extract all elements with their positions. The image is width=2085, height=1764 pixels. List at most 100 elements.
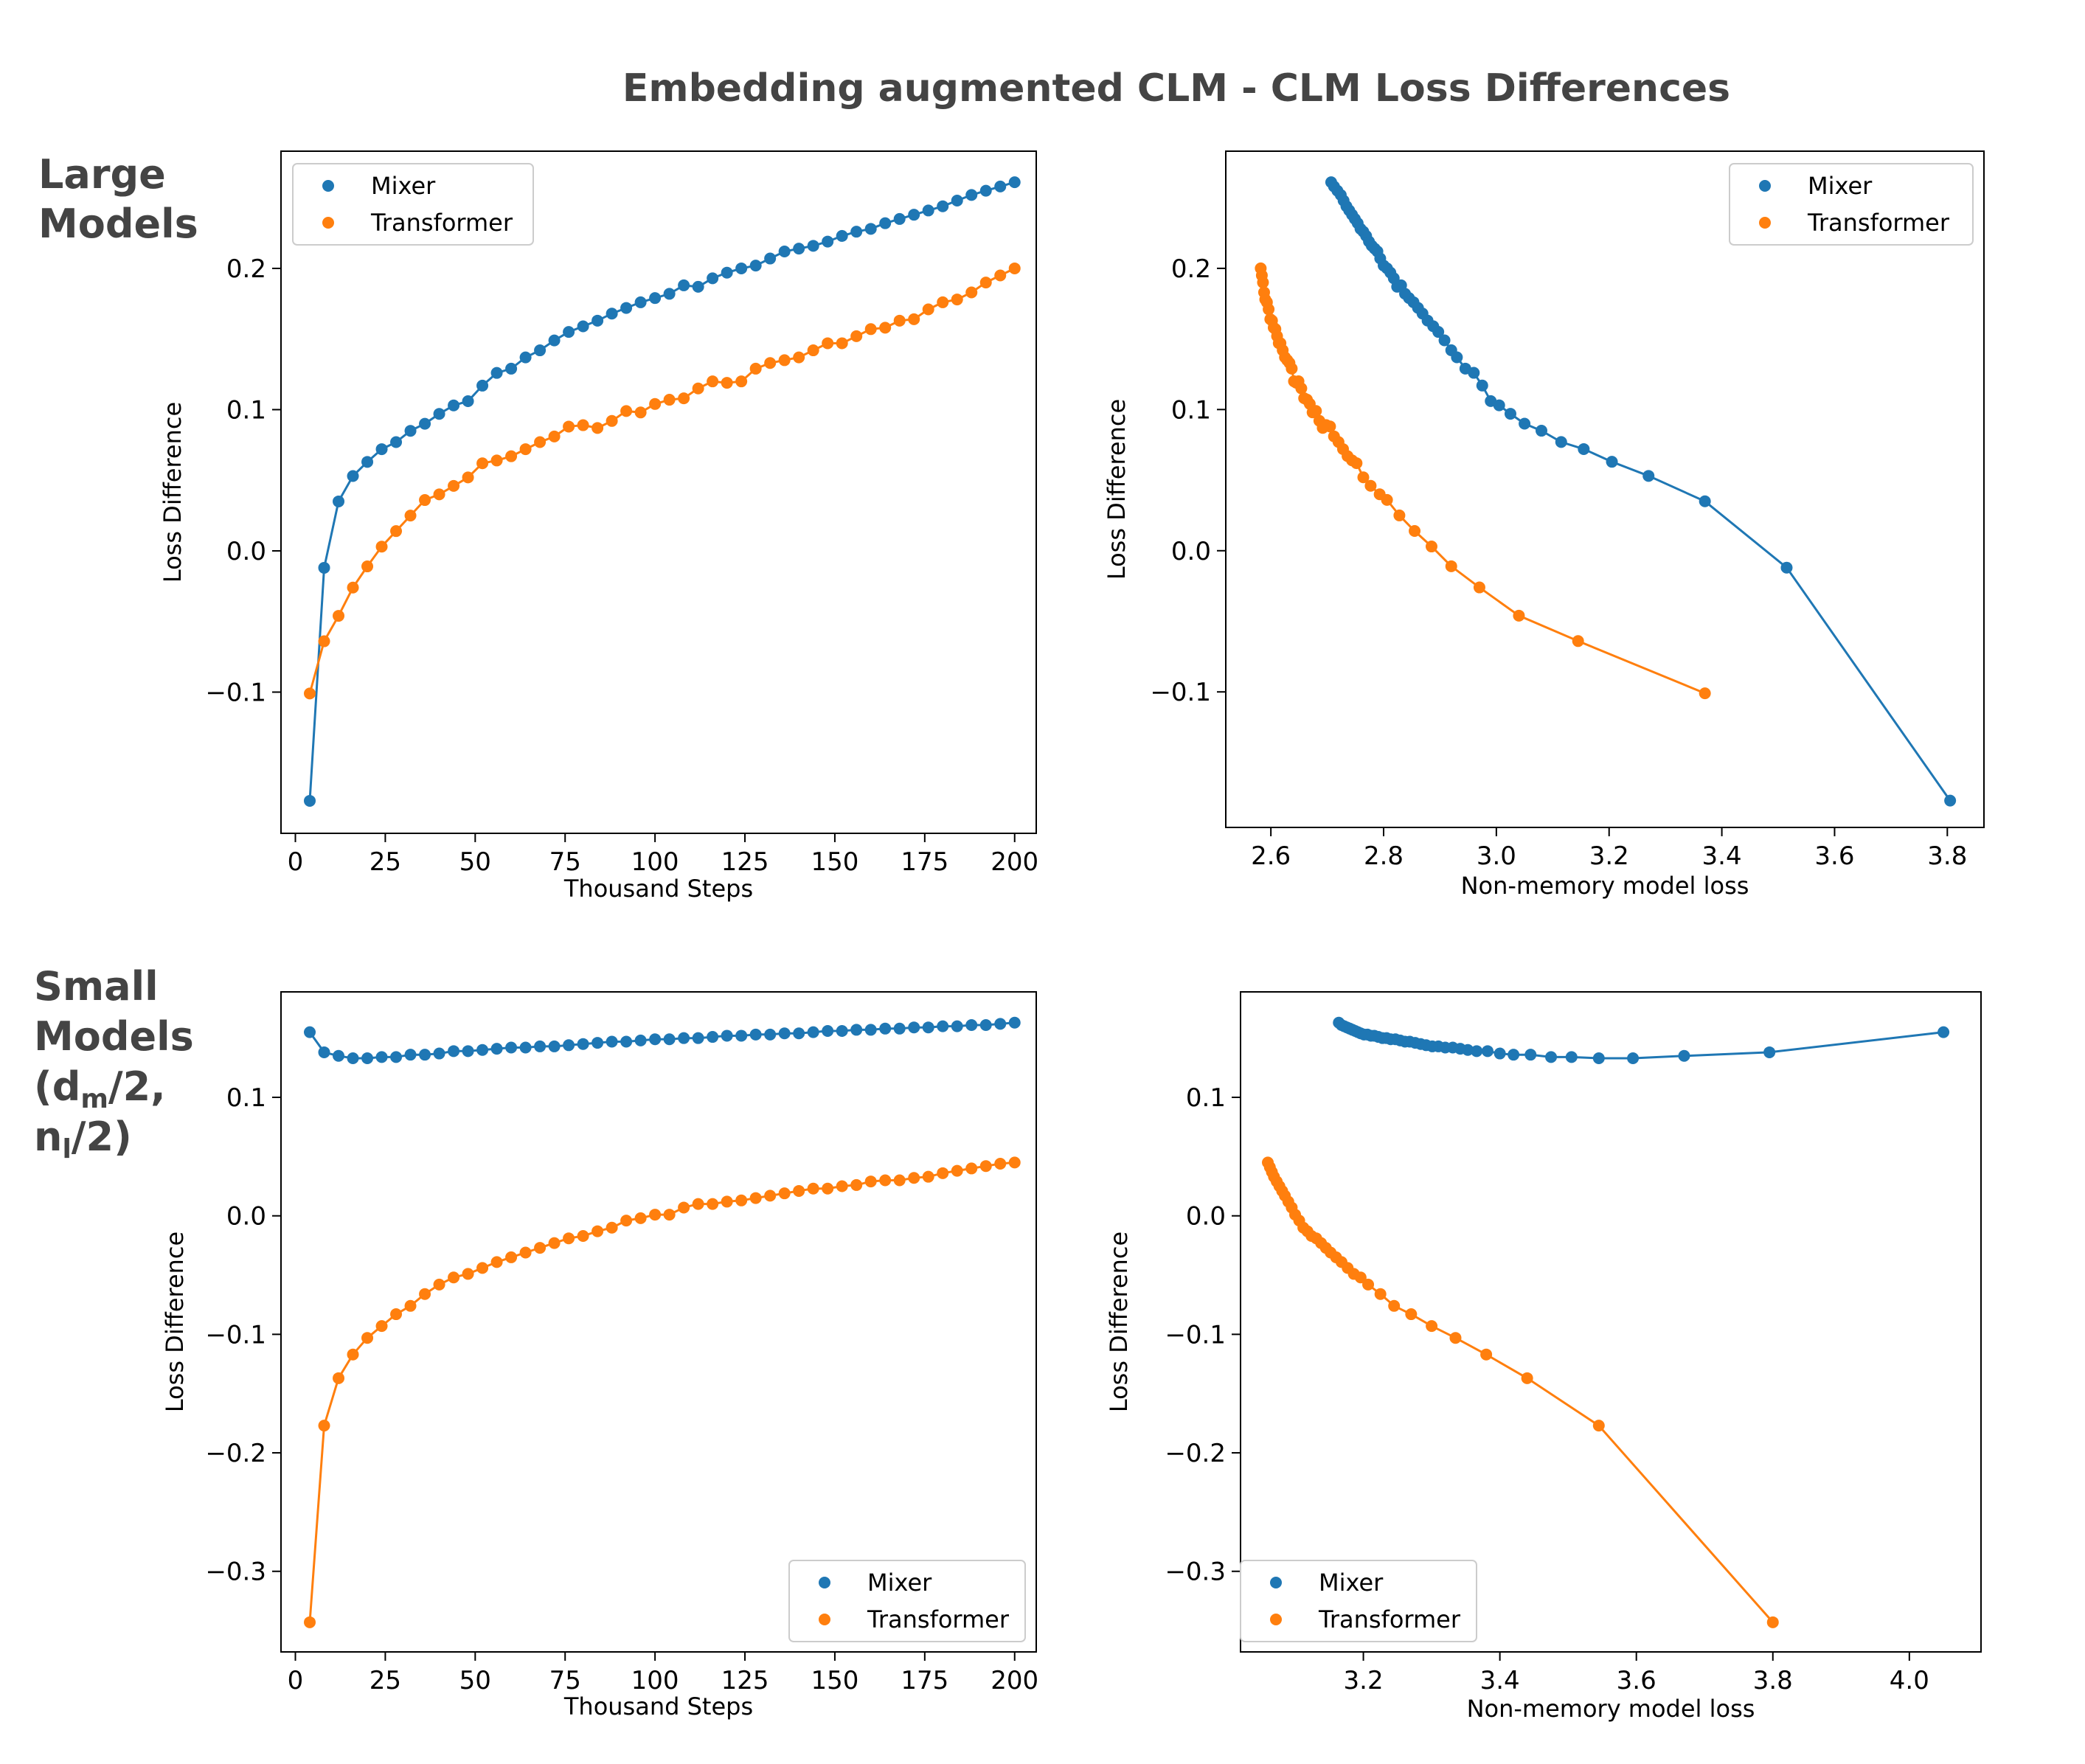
y-tick-label: 0.1 (1186, 1083, 1226, 1113)
data-point-mixer (318, 1046, 330, 1058)
data-point-mixer (490, 1043, 503, 1055)
row-label-small-open: ( (34, 1063, 52, 1110)
data-point-mixer (1008, 176, 1021, 189)
data-point-mixer (951, 195, 963, 207)
legend-label-transformer: Transformer (370, 209, 513, 237)
x-tick-label: 3.6 (1617, 1666, 1656, 1695)
x-tick-label: 125 (721, 847, 769, 877)
data-point-mixer (1578, 442, 1590, 455)
data-point-mixer (505, 1041, 518, 1054)
data-point-transformer (1445, 560, 1457, 572)
data-point-transformer (505, 1251, 518, 1263)
legend-label-transformer: Transformer (1807, 209, 1950, 237)
legend-box (1729, 163, 1974, 246)
legend-marker-transformer (322, 217, 334, 229)
data-point-mixer (634, 296, 647, 308)
data-point-transformer (448, 1271, 460, 1284)
data-point-transformer (822, 1182, 834, 1195)
data-point-transformer (836, 337, 848, 350)
legend-label-transformer: Transformer (1318, 1605, 1461, 1633)
data-point-transformer (1766, 1616, 1779, 1628)
panel-large-steps: 0 25 50 75 100 125 150 175 200 −0.1 0.0 0.1 0.2 Thous… (159, 150, 1038, 903)
data-point-mixer (448, 1045, 460, 1058)
y-tick-label: −0.2 (1165, 1439, 1226, 1468)
data-point-mixer (979, 1018, 992, 1031)
data-point-mixer (1333, 1016, 1345, 1029)
data-point-transformer (333, 1372, 345, 1384)
data-point-mixer (678, 279, 690, 291)
series-line-transformer (1266, 1161, 1774, 1623)
data-point-mixer (893, 1022, 906, 1035)
data-point-transformer (1409, 524, 1421, 537)
y-tick-label: 0.0 (1171, 537, 1211, 566)
data-point-transformer (1374, 1288, 1387, 1300)
data-point-mixer (879, 1022, 892, 1035)
series-line-transformer (1259, 268, 1706, 695)
x-tick-label: 3.8 (1927, 841, 1967, 871)
data-point-transformer (591, 422, 604, 434)
data-point-mixer (318, 561, 330, 574)
data-point-mixer (864, 1024, 877, 1036)
data-point-mixer (692, 1032, 704, 1044)
data-point-mixer (375, 1051, 388, 1063)
x-tick-label: 175 (901, 1666, 948, 1695)
data-point-mixer (1519, 417, 1531, 430)
data-point-transformer (519, 1246, 532, 1259)
data-point-transformer (1592, 1420, 1605, 1432)
row-label-small-dm: (dm/2, (34, 1063, 166, 1114)
data-point-mixer (404, 1049, 417, 1061)
data-point-transformer (361, 1332, 374, 1344)
data-point-mixer (476, 1044, 489, 1056)
legend-box (292, 163, 534, 246)
legend: Mixer Transformer (788, 1560, 1026, 1642)
data-point-mixer (649, 292, 662, 305)
data-point-mixer (994, 1018, 1007, 1030)
data-point-mixer (822, 1025, 834, 1038)
data-point-transformer (606, 1221, 618, 1234)
data-point-transformer (965, 1162, 978, 1175)
series-line-mixer (308, 181, 1016, 802)
data-point-mixer (749, 260, 762, 272)
data-point-transformer (347, 581, 359, 594)
row-label-small-line1: Small (34, 963, 159, 1010)
data-point-mixer (707, 1031, 719, 1044)
data-point-mixer (548, 334, 561, 347)
data-point-mixer (1536, 425, 1548, 437)
y-tick-label: 0.2 (226, 254, 266, 284)
data-point-mixer (979, 184, 992, 197)
x-tick-label: 3.4 (1480, 1666, 1520, 1695)
data-point-transformer (548, 1237, 561, 1249)
data-point-transformer (793, 1184, 805, 1197)
x-tick-label: 100 (631, 847, 679, 877)
data-point-mixer (490, 367, 503, 379)
data-point-transformer (692, 382, 704, 395)
data-point-transformer (1364, 479, 1377, 492)
data-point-mixer (577, 1038, 589, 1050)
data-point-transformer (893, 314, 906, 327)
data-point-mixer (563, 326, 575, 338)
data-point-transformer (490, 454, 503, 467)
x-tick-label: 100 (631, 1666, 679, 1695)
y-axis-label: Loss Difference (161, 1232, 189, 1412)
y-tick-label: 0.2 (1171, 254, 1211, 284)
y-tick-label: 0.1 (1171, 395, 1211, 425)
data-point-mixer (707, 272, 719, 285)
data-point-transformer (534, 436, 547, 448)
data-point-transformer (390, 1308, 403, 1321)
x-axis-label: Non-memory model loss (1461, 872, 1749, 900)
x-tick-label: 125 (721, 1666, 769, 1695)
data-point-mixer (893, 212, 906, 225)
data-point-transformer (778, 1187, 791, 1200)
x-tick-label: 75 (549, 847, 581, 877)
axes-frame (1225, 150, 1985, 828)
data-point-transformer (1521, 1372, 1533, 1384)
legend-box (1240, 1560, 1477, 1642)
series-line-mixer (1330, 181, 1952, 802)
data-point-mixer (1606, 456, 1618, 468)
data-point-mixer (1524, 1049, 1537, 1061)
data-point-mixer (462, 395, 474, 407)
data-point-transformer (534, 1242, 547, 1254)
data-point-transformer (951, 1164, 963, 1177)
data-point-mixer (548, 1040, 561, 1052)
y-axis-label: Loss Difference (1105, 1232, 1133, 1412)
